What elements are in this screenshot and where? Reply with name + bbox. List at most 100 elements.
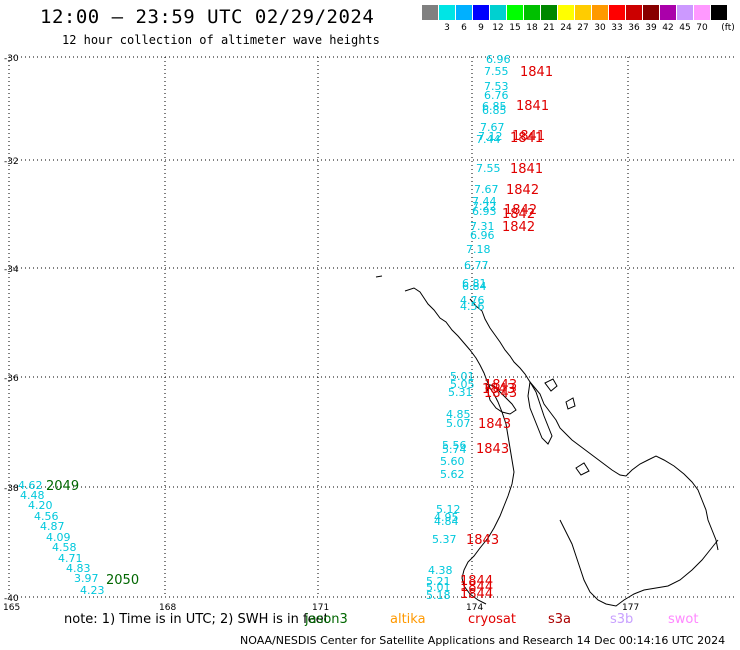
wave-height-label: 3.97: [74, 572, 99, 585]
wave-height-label: 4.76: [460, 294, 485, 307]
wave-height-label: 7.22: [472, 200, 497, 213]
wave-height-label: 6.81: [462, 277, 487, 290]
scale-swatch: [592, 5, 608, 20]
scale-swatch: [643, 5, 659, 20]
scale-swatch: [558, 5, 574, 20]
cryosat-pass-time: 1841: [520, 65, 553, 80]
north-island-west-coast: [461, 393, 515, 605]
cryosat-pass-time: 1843: [478, 417, 511, 432]
wave-height-label: 7.18: [466, 243, 491, 256]
cryosat-pass-time: 1843: [484, 378, 517, 393]
wave-height-label: 5.05: [450, 378, 475, 391]
scale-swatch: [507, 5, 523, 20]
wave-height-label: 4.20: [28, 499, 53, 512]
lon-tick-label: 177: [622, 603, 639, 613]
wave-height-label: 5.37: [432, 533, 457, 546]
wave-height-label: 5.18: [426, 589, 451, 602]
jason-pass-time: 2049: [46, 479, 79, 494]
lon-tick-label: 165: [3, 603, 20, 613]
wave-height-label: 7.44: [472, 195, 497, 208]
wave-height-label: 5.01: [450, 370, 475, 383]
lon-tick-label: 171: [312, 603, 329, 613]
wave-height-label: 6.76: [484, 89, 509, 102]
legend-swot: swot: [668, 612, 699, 627]
cryosat-pass-time: 1843: [476, 442, 509, 457]
legend-cryosat: cryosat: [468, 612, 516, 627]
cryosat-pass-time: 1841: [510, 162, 543, 177]
jason-pass-time: 2050: [106, 573, 139, 588]
scale-label: 45: [679, 23, 691, 33]
scale-label: 3: [444, 23, 450, 33]
footer-note: note: 1) Time is in UTC; 2) SWH is in fe…: [64, 612, 329, 627]
north-island-east-coast: [469, 298, 719, 551]
scale-label: 24: [560, 23, 572, 33]
cryosat-pass-time: 1844: [460, 580, 493, 595]
wave-height-label: 4.23: [80, 584, 105, 597]
cryosat-pass-time: 1844: [460, 587, 493, 602]
south-tip: [559, 519, 719, 607]
scale-swatch: [711, 5, 727, 20]
scale-swatch: [422, 5, 438, 20]
wave-height-label: 4.84: [434, 515, 459, 528]
wave-height-label: 7.12: [478, 130, 503, 143]
wave-height-label: 4.71: [58, 552, 83, 565]
legend-s3b: s3b: [610, 612, 634, 627]
credit-line: NOAA/NESDIS Center for Satellite Applica…: [240, 634, 726, 647]
scale-swatch: [575, 5, 591, 20]
scale-swatch: [473, 5, 489, 20]
scale-label: 9: [478, 23, 484, 33]
wave-height-label: 6.84: [462, 280, 487, 293]
wave-height-label: 4.48: [20, 489, 45, 502]
wave-height-labels: 6.967.557.536.766.856.857.677.127.447.55…: [18, 53, 511, 602]
cryosat-pass-time: 1841: [512, 129, 545, 144]
cryosat-pass-time: 1841: [516, 99, 549, 114]
wave-height-label: 6.96: [470, 229, 495, 242]
legend-s3a: s3a: [548, 612, 572, 627]
cryosat-pass-time: 1842: [506, 183, 539, 198]
wave-height-label: 6.77: [464, 259, 489, 272]
coromandel: [527, 380, 553, 445]
wave-height-label: 4.56: [34, 510, 59, 523]
lat-tick-label: -30: [4, 54, 19, 64]
wave-height-label: 4.56: [460, 300, 485, 313]
cryosat-pass-time: 1841: [510, 131, 543, 146]
cryosat-pass-time: 1842: [502, 220, 535, 235]
scale-unit: (ft): [721, 23, 735, 33]
wave-height-label: 6.93: [472, 205, 497, 218]
lat-tick-label: -34: [4, 265, 19, 275]
north-island-northland-coast: [404, 287, 495, 395]
wave-height-label: 4.85: [446, 408, 471, 421]
scale-swatch: [439, 5, 455, 20]
scale-swatch: [660, 5, 676, 20]
wave-height-label: 5.01: [426, 581, 451, 594]
scale-label: 15: [509, 23, 521, 33]
scale-label: 39: [645, 23, 657, 33]
scale-label: 33: [611, 23, 623, 33]
lon-tick-label: 174: [466, 603, 483, 613]
wave-height-label: 5.60: [440, 455, 465, 468]
lat-tick-label: -40: [4, 594, 19, 604]
legend-altika: altika: [390, 612, 426, 627]
scale-swatch: [626, 5, 642, 20]
scale-label: 70: [696, 23, 708, 33]
new-zealand-coastline: [375, 275, 719, 607]
wave-height-label: 5.31: [448, 386, 473, 399]
inner-harbour: [485, 383, 517, 415]
cryosat-pass-time: 1843: [484, 386, 517, 401]
scale-label: 36: [628, 23, 640, 33]
wave-height-label: 5.74: [442, 443, 467, 456]
scale-swatch: [456, 5, 472, 20]
wave-height-label: 4.38: [428, 564, 453, 577]
cryosat-pass-time: 1843: [466, 533, 499, 548]
cryosat-pass-time: 1843: [482, 382, 515, 397]
scale-swatch: [541, 5, 557, 20]
wave-height-label: 5.56: [442, 439, 467, 452]
map-subtitle: 12 hour collection of altimeter wave hei…: [62, 33, 380, 47]
lon-tick-label: 168: [159, 603, 176, 613]
wave-height-label: 4.87: [40, 520, 65, 533]
wave-height-label: 7.67: [474, 183, 499, 196]
wave-height-label: 5.07: [446, 417, 471, 430]
wave-height-label: 6.96: [486, 53, 511, 66]
